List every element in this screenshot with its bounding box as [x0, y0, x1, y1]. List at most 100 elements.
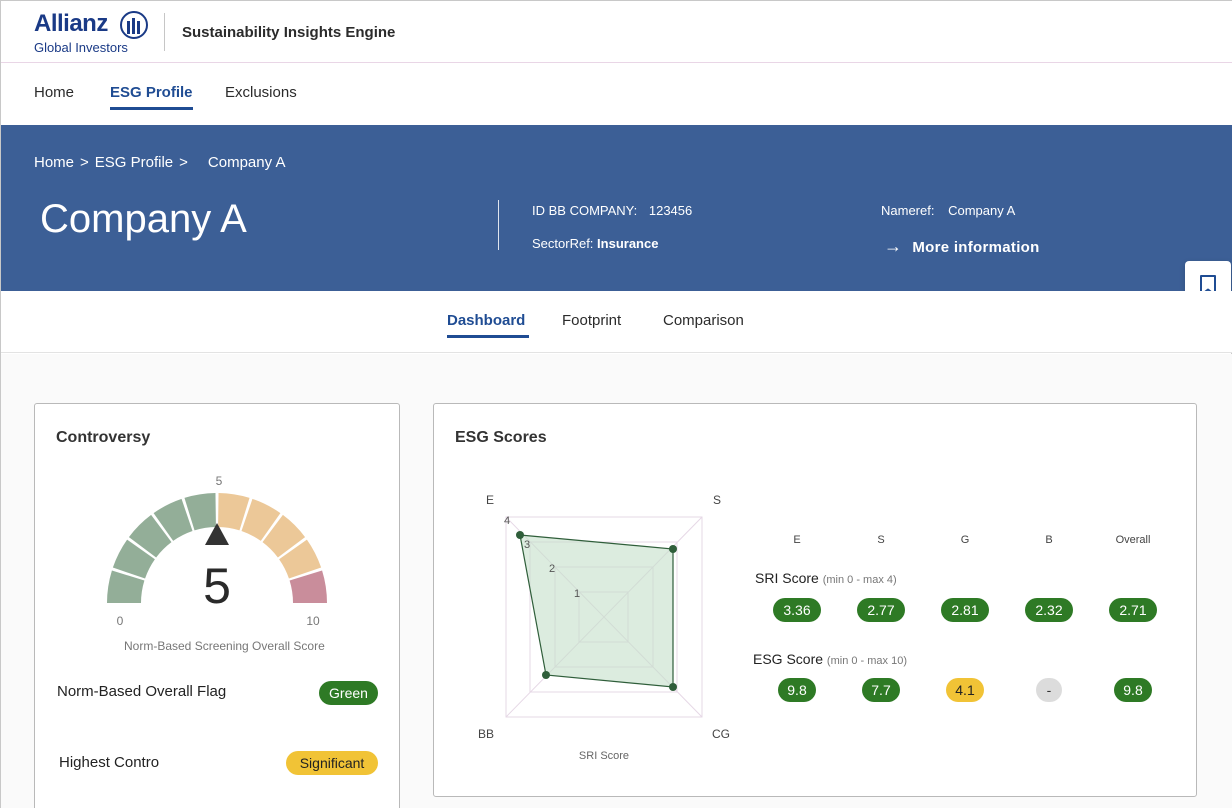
col-header-e: E	[793, 534, 801, 546]
arrow-right-icon: →	[884, 236, 903, 256]
sri-radar-chart: 4 3 2 1 E S CG BB SRI Score	[478, 493, 730, 762]
radar-axis-label-cg: CG	[712, 727, 730, 741]
top-header: Allianz Global Investors Sustainability …	[1, 1, 1232, 63]
gauge-min-label: 0	[117, 614, 124, 628]
esg-score-title: ESG Score	[753, 651, 824, 667]
gauge-segment-10	[289, 570, 327, 603]
flag-status-badge: Green	[319, 681, 378, 705]
col-header-s: S	[877, 534, 885, 546]
radar-ring-label-1: 1	[574, 588, 580, 600]
profile-tabs: Dashboard Footprint Comparison	[1, 291, 1232, 353]
company-id-value: 123456	[648, 203, 693, 218]
gauge-segment-9	[279, 539, 322, 579]
gauge-mid-label: 5	[216, 474, 223, 488]
header-divider	[164, 13, 165, 51]
esg-score-overall: 9.8	[1114, 678, 1152, 702]
logo-subtitle: Global Investors	[34, 40, 128, 55]
radar-ring-4	[505, 516, 703, 718]
hero-divider	[498, 200, 499, 250]
tab-dashboard[interactable]: Dashboard	[447, 312, 526, 329]
nav-item-home[interactable]: Home	[34, 84, 75, 101]
sri-point-cg	[669, 683, 677, 691]
allianz-logo[interactable]: Allianz Global Investors	[34, 10, 154, 58]
tab-footprint[interactable]: Footprint	[562, 312, 622, 329]
page-title: Company A	[40, 197, 247, 241]
gauge-needle-icon	[205, 523, 229, 545]
controversy-title: Controversy	[56, 429, 151, 446]
sri-point-bb	[542, 671, 550, 679]
sri-point-s	[669, 545, 677, 553]
sri-score-range: (min 0 - max 4)	[822, 574, 897, 586]
radar-axis-label-e: E	[486, 493, 494, 507]
esg-score-s: 7.7	[862, 678, 900, 702]
esg-score-b: -	[1036, 678, 1062, 702]
sector-value: Insurance	[597, 236, 659, 251]
company-hero: Home > ESG Profile > Company A Company A ID …	[1, 125, 1232, 291]
logo-wordmark: Allianz	[34, 10, 108, 37]
radar-axis-label-bb: BB	[478, 727, 494, 741]
breadcrumb-home[interactable]: Home	[34, 154, 75, 171]
radar-ring-3	[529, 541, 678, 693]
radar-axis-label-s: S	[713, 493, 721, 507]
company-id-label: ID BB COMPANY:	[532, 203, 638, 218]
esg-score-label: ESG Score (min 0 - max 10)	[753, 651, 907, 667]
gauge-segment-6	[218, 493, 250, 531]
company-sector: SectorRef: Insurance	[532, 236, 658, 251]
gauge-max-label: 10	[306, 614, 320, 628]
sri-score-e: 3.36	[773, 598, 821, 622]
breadcrumb-chevron-icon: >	[80, 154, 89, 171]
gauge-segment-7	[241, 498, 281, 541]
app-title: Sustainability Insights Engine	[182, 24, 396, 41]
nameref-value: Company A	[948, 203, 1016, 218]
sri-score-b: 2.32	[1025, 598, 1073, 622]
flag-label: Norm-Based Overall Flag	[57, 683, 227, 700]
gauge-segment-4	[153, 498, 193, 541]
nav-active-indicator	[110, 107, 193, 110]
col-header-b: B	[1045, 534, 1053, 546]
esg-score-e: 9.8	[778, 678, 816, 702]
esg-score-range: (min 0 - max 10)	[826, 655, 907, 667]
gauge-segment-3	[128, 514, 172, 558]
sri-score-overall: 2.71	[1109, 598, 1157, 622]
col-header-overall: Overall	[1115, 534, 1151, 546]
contro-status-badge: Significant	[286, 751, 378, 775]
sri-series-area	[519, 534, 674, 688]
contro-label: Highest Contro	[59, 754, 160, 771]
controversy-card: Controversy	[34, 403, 400, 808]
nav-item-esg-profile[interactable]: ESG Profile	[110, 84, 193, 101]
gauge-segment-1	[107, 570, 145, 603]
controversy-gauge: 5 0 10 5	[107, 474, 327, 628]
sri-score-label: SRI Score (min 0 - max 4)	[755, 570, 897, 586]
radar-caption: SRI Score	[579, 750, 629, 762]
gauge-segment-2	[112, 539, 155, 579]
sri-score-title: SRI Score	[755, 570, 819, 586]
gauge-segment-5	[184, 493, 216, 531]
more-information-link[interactable]: → More information	[884, 236, 1040, 257]
nav-item-exclusions[interactable]: Exclusions	[225, 84, 297, 101]
col-header-g: G	[960, 534, 970, 546]
breadcrumb-current: Company A	[207, 154, 286, 171]
radar-ring-label-3: 3	[524, 539, 530, 551]
esg-scores-title: ESG Scores	[455, 429, 547, 446]
esg-score-g: 4.1	[946, 678, 984, 702]
tab-active-indicator	[447, 335, 529, 338]
main-nav: Home ESG Profile Exclusions	[1, 63, 1232, 125]
sri-point-e	[516, 531, 524, 539]
more-information-label: More information	[912, 239, 1040, 256]
gauge-segments	[107, 493, 327, 603]
gauge-segment-8	[262, 514, 306, 558]
sri-score-s: 2.77	[857, 598, 905, 622]
company-id: ID BB COMPANY: 123456	[532, 203, 692, 218]
tab-comparison[interactable]: Comparison	[663, 312, 744, 329]
sector-label: SectorRef:	[532, 236, 594, 251]
radar-ring-label-2: 2	[549, 563, 555, 575]
allianz-eagle-icon	[120, 11, 148, 39]
gauge-value: 5	[203, 558, 231, 614]
nameref-label: Nameref:	[881, 203, 935, 218]
gauge-caption: Norm-Based Screening Overall Score	[124, 639, 325, 653]
company-nameref: Nameref: Company A	[881, 203, 1015, 218]
breadcrumb-esg-profile[interactable]: ESG Profile	[94, 154, 174, 171]
radar-ring-label-4: 4	[504, 515, 510, 527]
breadcrumb-chevron-icon: >	[179, 154, 188, 171]
